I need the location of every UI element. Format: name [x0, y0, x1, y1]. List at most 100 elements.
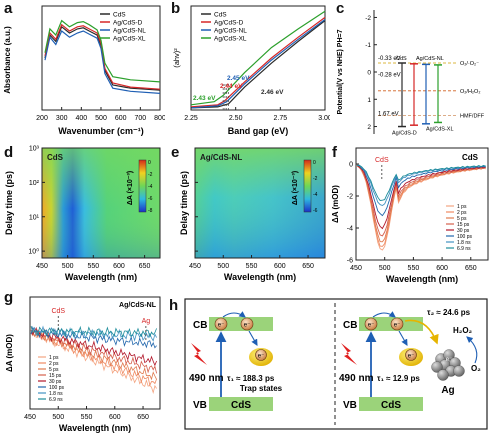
level-label-c-2: 1.67 eV	[378, 112, 399, 118]
series-line-b-3	[190, 10, 326, 106]
panel-e: e 450 500 550 600 650 Wavelength (nm) Delay ti…	[165, 140, 330, 285]
marker-label-g-1: Ag	[142, 318, 151, 325]
electron-label-cb2-h-left: e⁻	[244, 323, 251, 329]
colorbar-tick-d-1: -2	[148, 172, 153, 178]
legend-label-g-1: 2 ps	[49, 361, 59, 367]
legend-label-b-0: CdS	[214, 12, 227, 19]
plot-frame-f	[355, 147, 489, 261]
chart-title-g: Ag/CdS-NL	[119, 302, 157, 309]
panel-b: b 2.25 2.50 2.75 3.00 Band gap (eV) (ahv)² CdS…	[165, 0, 332, 140]
legend-label-g-6: 1.8 ns	[49, 391, 63, 397]
vb-band-h-right	[359, 397, 423, 411]
y-tick-label-c-2: 0	[367, 70, 371, 77]
ag-particle-h-7	[453, 365, 465, 377]
x-tick-label-f-1: 500	[379, 265, 391, 272]
x-axis-label-f: Wavelength (nm)	[386, 274, 458, 284]
y-tick-label-d-0: 10⁰	[28, 248, 39, 256]
ag-particle-h-1	[443, 349, 455, 361]
series-line-f-5	[357, 164, 486, 217]
heatmap-e: 450 500 550 600 650 Wavelength (nm) Delay time…	[179, 147, 326, 282]
legend-label-a-1: Ag/CdS-D	[113, 20, 143, 27]
series-line-f-6	[357, 164, 486, 207]
series-line-g-4	[30, 326, 157, 367]
material-label-c-2: Ag/CdS-D	[392, 131, 417, 137]
series-line-g-6	[30, 325, 157, 342]
y-axis-label-d: Delay time (ps)	[4, 171, 14, 235]
panel-label-e: e	[171, 144, 180, 161]
electron-cb1-h-right	[364, 317, 378, 331]
colorbar-e	[303, 159, 312, 213]
legend-label-g-7: 6.9 ns	[49, 397, 63, 403]
colorbar-tick-e-3: -6	[313, 208, 318, 214]
panel-label-c: c	[336, 0, 345, 17]
colorbar-tick-d-0: 0	[148, 160, 151, 166]
relax-arrow-h-left	[222, 311, 246, 318]
y-tick-label-f-0: 0	[349, 162, 353, 169]
x-axis-label-a: Wavenumber (cm⁻¹)	[58, 126, 143, 136]
x-tick-label-a-2: 400	[75, 115, 87, 122]
marker-label-g-0: CdS	[51, 308, 65, 315]
legend-label-b-1: Ag/CdS-D	[214, 20, 244, 27]
legend-label-b-2: Ag/CdS-NL	[214, 28, 247, 35]
x-tick-label-d-1: 500	[62, 263, 74, 270]
redox-label-c-0: O₂/·O₂⁻	[460, 61, 479, 67]
y-tick-label-c-3: 1	[367, 97, 371, 104]
colorbar-tick-e-2: -4	[313, 192, 318, 198]
x-tick-label-a-1: 300	[56, 115, 68, 122]
trap-label-h: Trap states	[240, 384, 283, 393]
plot-frame-b	[190, 5, 326, 111]
chart-g: 450 500 550 600 650 Wavelength (nm) ΔA (mOD) Ag…	[5, 296, 161, 433]
trap-electron-label-h-right: e⁻	[408, 354, 415, 360]
x-tick-label-e-4: 650	[302, 263, 314, 270]
x-tick-label-g-2: 550	[81, 414, 93, 421]
series-line-b-2	[190, 19, 326, 109]
colorbar-label-e: ΔA (×10⁻³)	[292, 171, 299, 205]
electron-cb2-h-left	[240, 317, 254, 331]
panel-g: g 450 500 550 600 650 Wavelength (nm) ΔA (mOD)…	[0, 285, 165, 434]
x-tick-label-a-4: 600	[115, 115, 127, 122]
x-axis-label-b: Band gap (eV)	[228, 126, 289, 136]
x-tick-label-b-1: 2.50	[229, 115, 243, 122]
panel-label-d: d	[4, 144, 14, 161]
wavelength-label-h-left: 490 nm	[189, 373, 224, 384]
x-tick-label-g-0: 450	[24, 414, 36, 421]
x-tick-label-e-3: 600	[274, 263, 286, 270]
material-label-h-right: CdS	[381, 400, 401, 411]
x-tick-label-d-4: 650	[139, 263, 151, 270]
photon-icon-h-left	[191, 343, 207, 365]
series-line-f-2	[356, 165, 486, 243]
legend-label-f-6: 1.8 ns	[457, 240, 471, 246]
colorbar-tick-d-2: -4	[148, 184, 153, 190]
level-label-c-0: -0.33 eV	[378, 56, 401, 62]
colorbar-tick-e-0: 0	[313, 160, 316, 166]
legend-label-g-0: 1 ps	[49, 355, 59, 361]
electron-cb2-h-right	[390, 317, 404, 331]
chart-title-f: CdS	[462, 153, 479, 162]
trap-electron-h	[255, 349, 267, 361]
series-line-f-4	[356, 164, 486, 230]
x-tick-label-g-4: 650	[137, 414, 149, 421]
panel-label-a: a	[4, 0, 13, 17]
legend-label-f-3: 15 ps	[457, 222, 470, 228]
cb-label-h-right: CB	[343, 320, 357, 331]
vb-label-h-left: VB	[193, 400, 207, 411]
y-tick-label-f-1: -2	[347, 194, 353, 201]
annotation-b-3: 2.43 eV	[193, 95, 216, 102]
y-tick-label-c-1: -1	[365, 42, 371, 49]
legend-label-g-2: 5 ps	[49, 367, 59, 373]
legend-label-f-4: 30 ps	[457, 228, 470, 234]
colorbar-tick-e-1: -2	[313, 176, 318, 182]
x-tick-label-f-2: 550	[408, 265, 420, 272]
legend-label-b-3: Ag/CdS-XL	[214, 36, 247, 43]
x-tick-label-a-5: 700	[134, 115, 146, 122]
series-line-g-7	[30, 325, 157, 339]
vb-band-h-left	[209, 397, 273, 411]
x-tick-label-g-3: 600	[109, 414, 121, 421]
y-axis-label-f: ΔA (mOD)	[331, 185, 340, 223]
marker-label-f: CdS	[375, 157, 389, 164]
y-axis-label-a: Absorbance (a.u.)	[3, 26, 12, 94]
y-tick-label-f-3: -6	[347, 258, 353, 265]
y-axis-label-c: Potential(V vs NHE) PH=7	[337, 29, 344, 114]
y-axis-label-g: ΔA (mOD)	[5, 334, 14, 372]
